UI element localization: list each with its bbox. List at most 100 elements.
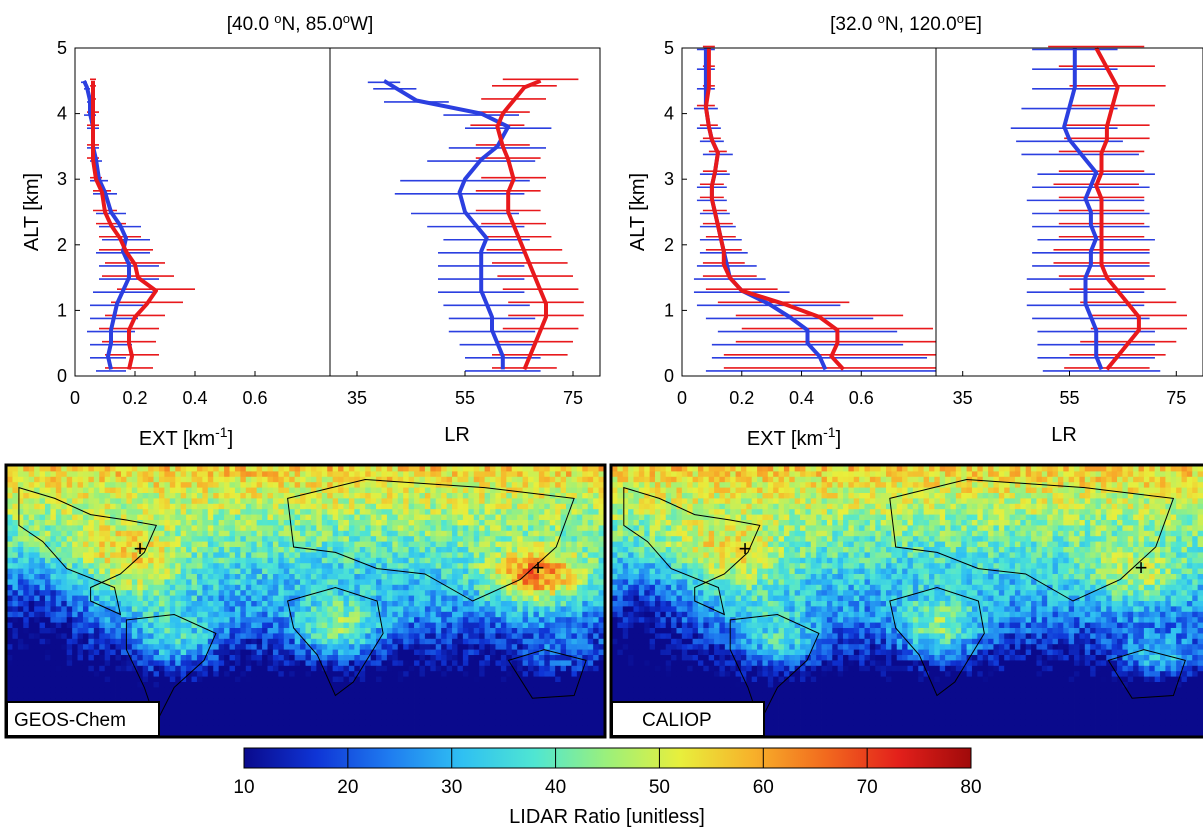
- map-cell-geos-chem: [576, 498, 583, 505]
- map-cell-geos-chem: [441, 638, 448, 645]
- map-cell-geos-chem: [435, 514, 442, 521]
- map-cell-geos-chem: [435, 476, 442, 483]
- map-cell-geos-chem: [593, 525, 599, 532]
- map-cell-geos-chem: [310, 498, 317, 505]
- map-cell-geos-chem: [343, 676, 350, 683]
- map-cell-geos-chem: [142, 655, 149, 661]
- map-cell-geos-chem: [55, 601, 62, 607]
- map-cell-geos-chem: [202, 476, 209, 483]
- map-cell-geos-chem: [267, 568, 274, 575]
- map-cell-geos-chem: [424, 611, 431, 618]
- map-cell-geos-chem: [495, 525, 502, 532]
- map-cell-geos-chem: [338, 655, 344, 661]
- map-cell-geos-chem: [479, 665, 485, 672]
- map-cell-geos-chem: [452, 584, 458, 591]
- map-cell-geos-chem: [39, 595, 46, 602]
- map-cell-geos-chem: [202, 552, 209, 559]
- map-cell-geos-chem: [593, 601, 599, 607]
- map-cell-geos-chem: [544, 466, 551, 472]
- map-cell-geos-chem: [365, 557, 372, 564]
- map-cell-geos-chem: [99, 622, 106, 629]
- map-cell-geos-chem: [479, 541, 485, 548]
- map-cell-geos-chem: [560, 574, 567, 580]
- map-cell-geos-chem: [66, 622, 73, 629]
- map-cell-geos-chem: [376, 622, 382, 629]
- map-cell-geos-chem: [131, 692, 138, 699]
- map-cell-geos-chem: [229, 692, 236, 699]
- map-cell-geos-chem: [256, 471, 263, 478]
- map-cell-geos-chem: [99, 595, 106, 602]
- map-cell-geos-chem: [522, 493, 529, 499]
- map-cell-geos-chem: [479, 552, 485, 559]
- map-cell-geos-chem: [234, 552, 241, 559]
- map-cell-geos-chem: [115, 541, 122, 548]
- map-cell-geos-chem: [104, 676, 111, 683]
- map-cell-geos-chem: [7, 509, 13, 515]
- map-cell-geos-chem: [142, 503, 149, 510]
- map-cell-geos-chem: [549, 552, 556, 559]
- map-cell-geos-chem: [196, 584, 203, 591]
- map-cell-geos-chem: [522, 644, 529, 650]
- map-cell-geos-chem: [424, 509, 431, 515]
- map-cell-geos-chem: [511, 471, 518, 478]
- map-cell-geos-chem: [414, 520, 420, 526]
- map-cell-geos-chem: [506, 638, 513, 645]
- map-cell-geos-chem: [23, 541, 30, 548]
- map-cell-geos-chem: [28, 541, 35, 548]
- map-cell-geos-chem: [332, 628, 339, 634]
- map-cell-geos-chem: [359, 655, 366, 661]
- map-cell-geos-chem: [354, 692, 361, 699]
- map-cell-geos-chem: [218, 606, 225, 613]
- map-cell-geos-chem: [164, 687, 171, 694]
- map-cell-geos-chem: [598, 574, 604, 580]
- profile-panel-left: [40.0 oN, 85.0oW] ALT [km] EXT [km-1] LR…: [21, 11, 601, 450]
- map-cell-geos-chem: [348, 557, 355, 564]
- map-cell-geos-chem: [511, 649, 518, 656]
- ext-x-tick-label-left: 0.6: [242, 388, 267, 408]
- map-cell-geos-chem: [289, 660, 296, 667]
- map-cell-geos-chem: [300, 509, 306, 515]
- map-cell-geos-chem: [414, 644, 420, 650]
- map-cell-geos-chem: [370, 579, 377, 586]
- map-cell-geos-chem: [452, 655, 458, 661]
- map-cell-geos-chem: [511, 671, 518, 677]
- map-cell-geos-chem: [365, 482, 372, 488]
- map-cell-geos-chem: [343, 584, 350, 591]
- map-cell-geos-chem: [245, 547, 252, 553]
- map-cell-geos-chem: [240, 552, 247, 559]
- map-cell-geos-chem: [66, 649, 73, 656]
- map-cell-geos-chem: [153, 493, 160, 499]
- map-cell-geos-chem: [164, 617, 171, 623]
- map-cell-geos-chem: [576, 692, 583, 699]
- map-cell-geos-chem: [240, 476, 247, 483]
- map-cell-geos-chem: [66, 525, 73, 532]
- map-cell-geos-chem: [316, 471, 323, 478]
- profile-panel-right: [32.0 oN, 120.0oE] ALT [km] EXT [km-1] L…: [627, 11, 1203, 450]
- map-cell-geos-chem: [283, 633, 290, 640]
- map-cell-geos-chem: [354, 520, 361, 526]
- map-cell-geos-chem: [93, 530, 100, 537]
- map-cell-geos-chem: [370, 514, 377, 521]
- map-cell-geos-chem: [115, 498, 122, 505]
- map-cell-geos-chem: [142, 520, 149, 526]
- map-cell-geos-chem: [414, 601, 420, 607]
- map-cell-geos-chem: [180, 574, 187, 580]
- map-cell-geos-chem: [55, 606, 62, 613]
- map-cell-geos-chem: [240, 574, 247, 580]
- map-cell-geos-chem: [441, 525, 448, 532]
- map-cell-geos-chem: [517, 611, 523, 618]
- map-cell-geos-chem: [348, 574, 355, 580]
- map-cell-geos-chem: [593, 476, 599, 483]
- map-cell-geos-chem: [511, 617, 518, 623]
- map-cell-geos-chem: [88, 633, 95, 640]
- map-cell-geos-chem: [44, 644, 51, 650]
- map-cell-geos-chem: [72, 606, 78, 613]
- map-cell-geos-chem: [533, 671, 540, 677]
- map-cell-geos-chem: [430, 671, 437, 677]
- map-cell-geos-chem: [343, 628, 350, 634]
- map-cell-geos-chem: [424, 617, 431, 623]
- map-cell-geos-chem: [316, 536, 323, 542]
- map-cell-geos-chem: [256, 552, 263, 559]
- map-cell-geos-chem: [207, 606, 214, 613]
- map-cell-geos-chem: [66, 692, 73, 699]
